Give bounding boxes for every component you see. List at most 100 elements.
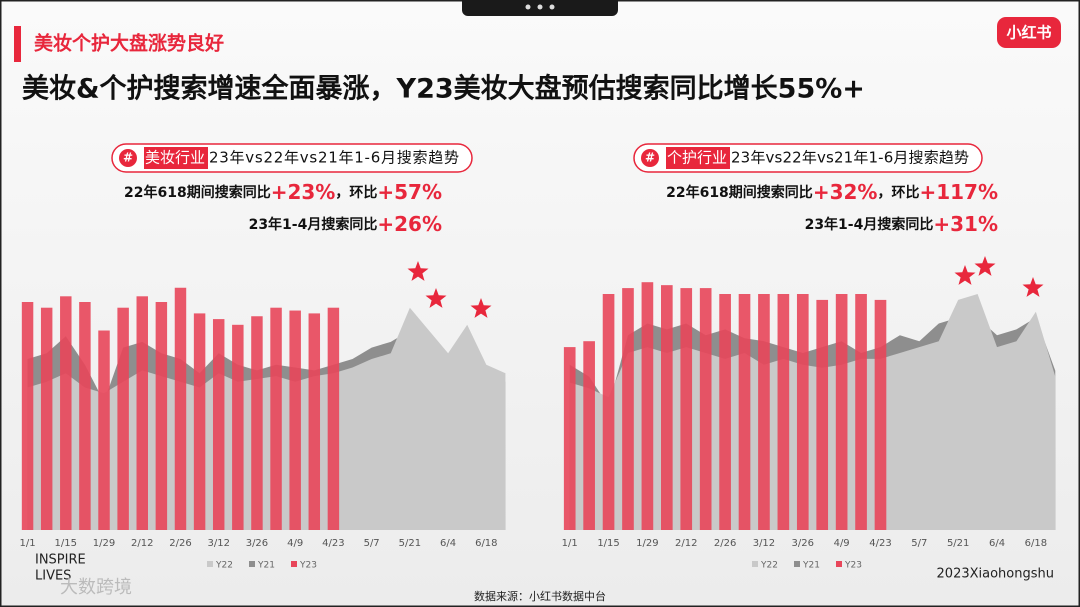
star [407,261,429,281]
bar [79,302,91,530]
bar [193,313,206,530]
x-tick-label: 4/9 [287,538,303,549]
x-tick-label: 4/23 [869,538,891,549]
x-tick-label: 5/21 [399,538,421,549]
bar [40,307,53,530]
bar [796,294,809,530]
x-tick-label: 1/29 [93,538,115,549]
x-tick-label: 2/12 [675,538,697,549]
annotation: 22年618期间搜索同比+23%，环比+57% [124,180,442,204]
legend-swatch [291,561,297,567]
legend-label: Y21 [257,561,275,571]
legend-label: Y23 [844,561,862,571]
bar [270,307,282,530]
bar [622,288,634,530]
title-icon-bg [119,149,137,167]
legend-swatch [836,561,842,567]
annotation-figure: +31% [933,212,998,236]
title-highlight-bg [144,147,208,169]
brand: LIVES [35,569,71,584]
bar [680,288,693,530]
bar [777,294,790,530]
x-tick-label: 2/26 [169,538,191,549]
star [470,298,492,318]
annotation: 23年1-4月搜索同比+26% [249,212,442,236]
x-tick-label: 4/9 [834,538,850,549]
bar [60,296,72,530]
x-tick-label: 6/4 [989,538,1005,549]
dot [525,4,531,10]
star [425,288,447,308]
annotation-text: 22年618期间搜索同比 [124,184,271,201]
bar [738,294,751,530]
bar [758,294,770,530]
slide-title: 美妆&个护搜索增速全面暴涨，Y23美妆大盘预估搜索同比增长55%+ [22,73,865,105]
annotation: 22年618期间搜索同比+32%，环比+117% [666,180,998,204]
chart-title: 23年vs22年vs21年1-6月搜索趋势 [731,149,969,167]
logo: 小红书 [1006,24,1051,42]
annotation-figure: +23% [271,180,336,204]
title-icon-bg [641,149,659,167]
dot [549,4,555,10]
logo-box [997,17,1061,48]
x-tick-label: 2/26 [714,538,736,549]
x-tick-label: 4/23 [322,538,344,549]
legend-swatch [249,561,255,567]
copyright: 2023Xiaohongshu [937,567,1054,582]
annotation-figure: +26% [377,212,442,236]
legend-swatch [752,561,758,567]
legend-label: Y22 [215,561,233,571]
x-tick-label: 1/29 [636,538,658,549]
annotation-figure: +32% [813,180,878,204]
bar [835,294,848,530]
x-tick-label: 5/21 [947,538,969,549]
star [974,256,996,276]
annotation-text: 23年1-4月搜索同比 [805,216,934,233]
x-tick-label: 3/12 [207,538,229,549]
dot [537,4,543,10]
bar [874,299,887,530]
bar [136,296,148,530]
tag-bar [14,26,21,62]
x-tick-label: 1/15 [55,538,77,549]
bar [117,307,129,530]
x-tick-label: 6/4 [440,538,456,549]
x-tick-label: 1/15 [597,538,619,549]
bar [98,330,110,530]
title-icon: # [645,151,655,165]
bar [327,307,340,530]
bar [289,310,301,530]
legend-swatch [207,561,213,567]
bar [699,288,712,530]
bar [232,324,244,530]
star [954,265,976,285]
bar [641,282,654,530]
x-tick-label: 5/7 [911,538,927,549]
watermark: 大数跨境 [60,577,132,598]
source: 数据来源：小红书数据中台 [474,589,606,603]
x-tick-label: 5/7 [364,538,380,549]
annotation-text: 22年618期间搜索同比 [666,184,813,201]
x-tick-label: 2/12 [131,538,153,549]
bar [661,285,673,530]
star [1022,277,1044,297]
section-tag: 美妆个护大盘涨势良好 [34,32,224,55]
legend-label: Y22 [760,561,778,571]
bar [583,341,595,530]
annotation-text: 23年1-4月搜索同比 [249,216,378,233]
annotation-text: ，环比 [335,184,377,201]
annotation: 23年1-4月搜索同比+31% [805,212,998,236]
x-tick-label: 3/12 [753,538,775,549]
x-tick-label: 6/18 [475,538,497,549]
title-highlight-bg [666,147,730,169]
bar [174,287,187,530]
annotation-text: ，环比 [877,184,919,201]
bar [212,319,225,530]
bar [563,347,576,530]
x-tick-label: 1/1 [562,538,578,549]
bar [21,302,34,530]
x-tick-label: 1/1 [20,538,36,549]
annotation-figure: +57% [377,180,442,204]
brand: INSPIRE [35,553,86,568]
